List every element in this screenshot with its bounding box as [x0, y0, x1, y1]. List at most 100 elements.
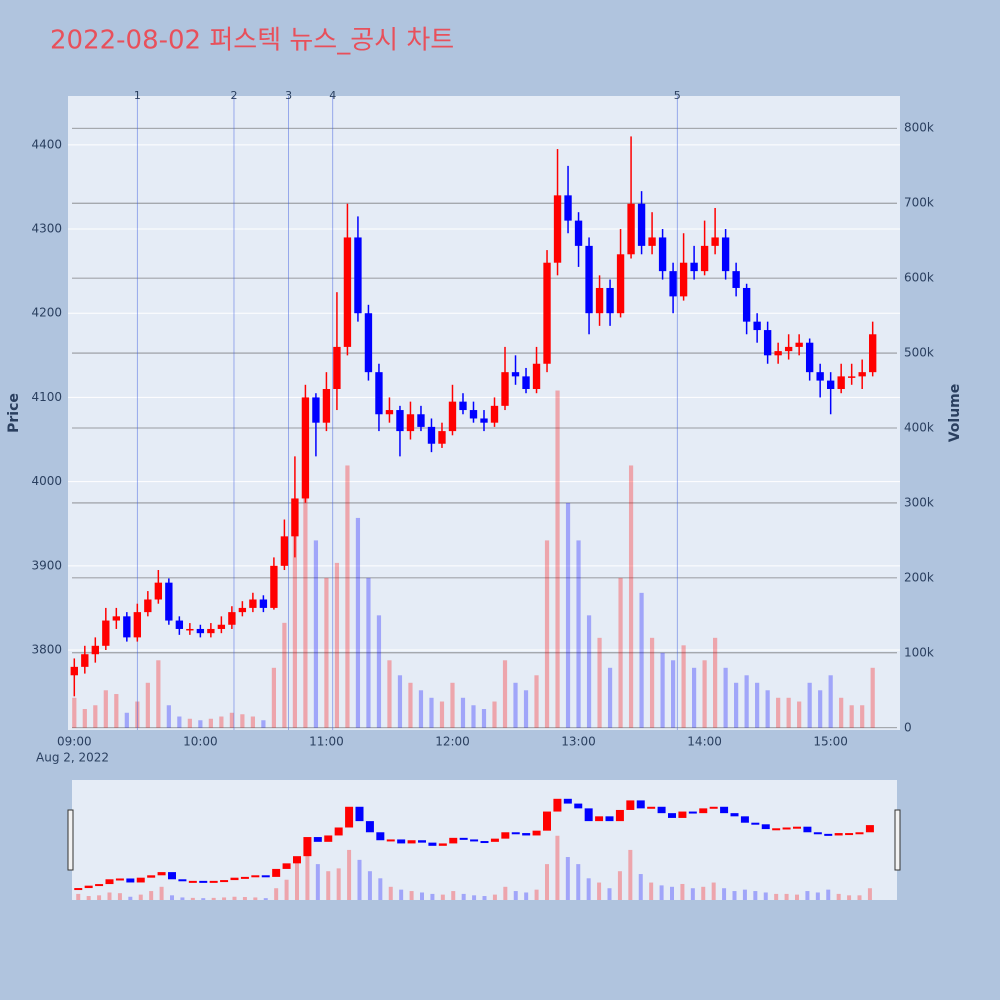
x-tick-label: 14:00: [687, 735, 722, 749]
candle-body: [112, 616, 120, 621]
volume-bar: [576, 540, 581, 728]
mini-candle: [199, 880, 208, 883]
event-label: 3: [285, 89, 292, 102]
mini-volume-bar: [86, 896, 91, 900]
mini-volume-bar: [211, 897, 216, 900]
candle-body: [858, 372, 866, 377]
candle-body: [522, 376, 530, 390]
mini-candle: [699, 808, 708, 814]
candle-body: [249, 599, 257, 608]
x-tick-label: 11:00: [309, 735, 344, 749]
candle-body: [721, 237, 730, 272]
volume-bar: [187, 718, 192, 728]
mini-candle: [95, 884, 104, 887]
mini-volume-bar: [545, 864, 549, 900]
candle-body: [228, 612, 236, 625]
candle-body: [616, 254, 625, 314]
mini-volume-bar: [680, 883, 685, 900]
volume-bar: [156, 660, 161, 728]
range-handle[interactable]: [894, 809, 901, 871]
volume-bar: [681, 645, 686, 728]
mini-volume-bar: [607, 888, 612, 900]
volume-bar: [345, 465, 350, 728]
candle-body: [375, 372, 383, 415]
mini-candle: [324, 835, 333, 842]
mini-candle: [720, 806, 729, 814]
mini-volume-bar: [795, 894, 799, 900]
mini-candle: [793, 826, 801, 829]
volume-bar: [660, 652, 665, 728]
y-tick-label: 3900: [31, 558, 62, 572]
mini-candle: [438, 843, 447, 846]
mini-volume-bar: [763, 892, 768, 900]
range-slider[interactable]: [72, 780, 897, 900]
volume-bar: [72, 697, 77, 728]
mini-candle: [397, 839, 406, 844]
mini-candle: [865, 825, 874, 833]
candle-body: [385, 410, 394, 415]
mini-volume-bar: [222, 897, 227, 900]
volume-bar: [565, 502, 571, 728]
candle-body: [133, 612, 142, 638]
y2-tick-label: 800k: [904, 121, 934, 135]
volume-bar: [513, 682, 518, 728]
mini-candle: [615, 809, 624, 822]
mini-volume-bar: [409, 891, 414, 900]
mini-candle: [220, 880, 229, 883]
mini-volume-bar: [336, 868, 341, 900]
volume-bar: [429, 697, 434, 728]
candle-body: [102, 620, 110, 646]
mini-volume-bar: [628, 849, 633, 900]
mini-candle: [563, 798, 572, 804]
mini-candle: [74, 888, 83, 891]
volume-bar: [860, 705, 865, 728]
mini-volume-bar: [315, 864, 320, 900]
y-tick-label: 4300: [31, 222, 62, 236]
volume-bar: [450, 682, 455, 728]
range-handle[interactable]: [67, 809, 74, 871]
candle-body: [511, 372, 520, 377]
candle-body: [669, 271, 677, 297]
volume-bar: [534, 675, 539, 728]
volume-bar: [807, 682, 812, 728]
mini-volume-bar: [274, 888, 279, 900]
volume-bar: [355, 517, 361, 728]
mini-candle: [136, 877, 145, 883]
x-tick-label: 09:00: [57, 735, 92, 749]
candle-body: [826, 380, 835, 390]
mini-volume-bar: [836, 893, 841, 900]
candle-body: [438, 431, 446, 444]
candle-body: [711, 237, 719, 246]
volume-bar: [303, 427, 308, 728]
candle-body: [480, 418, 488, 423]
mini-candle: [84, 885, 93, 889]
mini-volume-bar: [742, 889, 747, 900]
volume-bar: [271, 667, 276, 728]
volume-bar: [229, 712, 234, 728]
y2-tick-label: 100k: [904, 645, 934, 659]
volume-bar: [208, 718, 213, 728]
candle-body: [753, 321, 761, 331]
volume-bar: [313, 540, 319, 728]
volume-bar: [786, 697, 791, 728]
volume-bar: [734, 682, 739, 728]
mini-candle: [386, 839, 395, 842]
volume-bar: [639, 592, 644, 728]
mini-candle: [855, 832, 864, 835]
mini-candle: [407, 840, 416, 844]
volume-bar: [492, 701, 497, 728]
candle-body: [690, 262, 698, 272]
volume-bar: [166, 705, 171, 728]
candle-body: [322, 389, 331, 423]
mini-volume-bar: [513, 891, 518, 900]
candle-body: [543, 262, 551, 364]
mini-candle: [147, 875, 156, 878]
mini-candle: [230, 877, 239, 881]
candle-body: [406, 414, 415, 432]
y2-tick-label: 600k: [904, 271, 934, 285]
volume-bar: [93, 705, 98, 728]
candle-body: [427, 426, 436, 444]
volume-bar: [713, 637, 718, 728]
volume-bar: [114, 694, 119, 728]
volume-bar: [628, 465, 634, 728]
